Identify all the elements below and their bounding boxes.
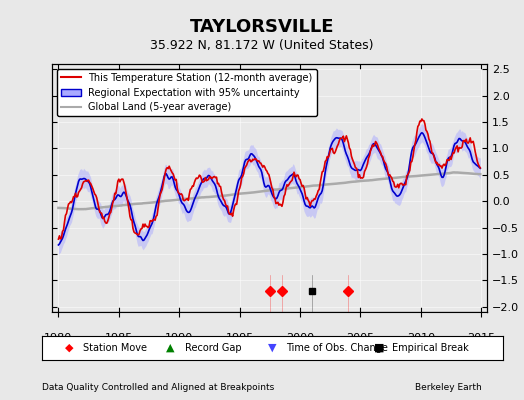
Text: Empirical Break: Empirical Break: [392, 343, 469, 353]
Text: ■: ■: [374, 343, 385, 353]
Text: Time of Obs. Change: Time of Obs. Change: [286, 343, 388, 353]
Text: Record Gap: Record Gap: [185, 343, 242, 353]
Text: 35.922 N, 81.172 W (United States): 35.922 N, 81.172 W (United States): [150, 39, 374, 52]
Text: ◆: ◆: [65, 343, 73, 353]
Legend: This Temperature Station (12-month average), Regional Expectation with 95% uncer: This Temperature Station (12-month avera…: [57, 69, 316, 116]
Text: Berkeley Earth: Berkeley Earth: [416, 383, 482, 392]
Text: Data Quality Controlled and Aligned at Breakpoints: Data Quality Controlled and Aligned at B…: [42, 383, 274, 392]
Text: TAYLORSVILLE: TAYLORSVILLE: [190, 18, 334, 36]
Text: ▲: ▲: [167, 343, 175, 353]
Text: ▼: ▼: [268, 343, 276, 353]
Text: Station Move: Station Move: [83, 343, 147, 353]
